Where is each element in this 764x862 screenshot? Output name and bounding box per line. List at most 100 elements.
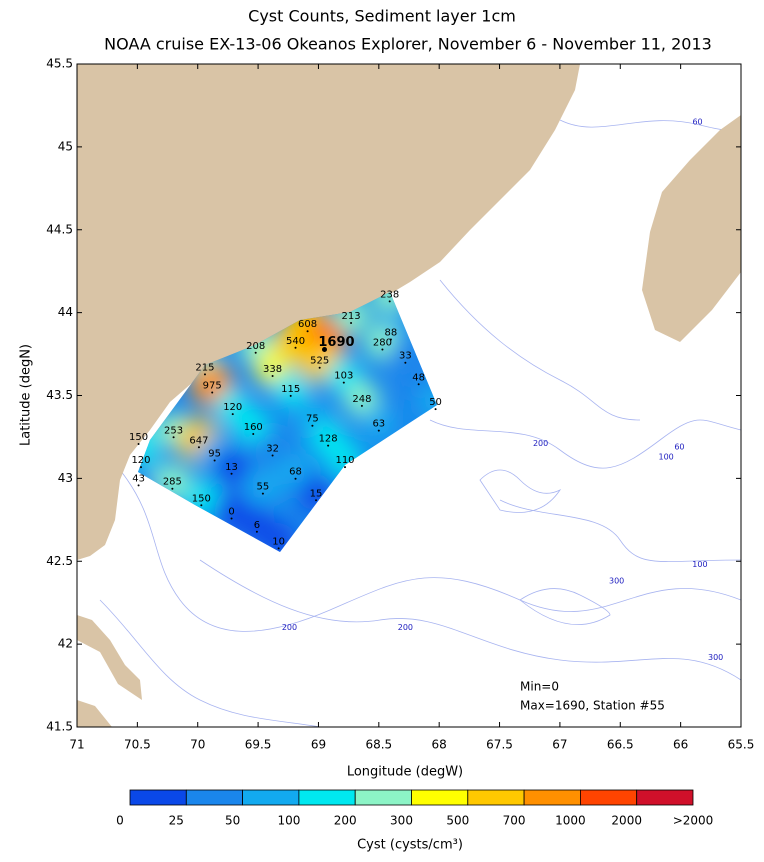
station-label: 120 [131,455,150,466]
x-tick-label: 66 [673,738,688,752]
station-label: 115 [281,384,300,395]
colorbar-tick-label: 200 [334,814,357,828]
station-marker [377,429,380,432]
station-marker [311,424,314,427]
colorbar-swatch [411,789,469,806]
station-label: 338 [263,364,282,375]
y-axis-label: Latitude (degN) [19,344,34,446]
x-tick-label: 69 [311,738,326,752]
station-marker [261,492,264,495]
station-marker [230,517,233,520]
min-text: Min=0 [520,680,559,694]
y-tick-label: 42 [58,637,73,651]
station-label: 43 [132,473,145,484]
station-label: 238 [380,289,399,300]
max-text: Max=1690, Station #55 [520,699,665,713]
station-marker [350,321,353,324]
colorbar-over-label: >2000 [673,814,714,828]
station-label: 68 [289,467,302,478]
station-marker [255,530,258,533]
colorbar-tick-label: 500 [446,814,469,828]
station-marker [315,499,318,502]
station-marker [137,484,140,487]
station-label: 215 [195,362,214,373]
station-label: 103 [334,371,353,382]
colorbar-swatch [580,789,638,806]
station-marker [360,404,363,407]
station-marker [344,466,347,469]
x-axis-label: Longitude (degW) [347,765,463,780]
y-tick-label: 43.5 [46,388,73,402]
station-marker [231,413,234,416]
station-label: 1690 [318,335,354,350]
station-label: 110 [335,455,354,466]
station-label: 13 [225,462,238,473]
station-label: 150 [192,493,211,504]
colorbar-swatch [185,789,244,806]
station-marker [389,338,392,341]
colorbar-swatch [636,789,694,806]
station-marker [417,383,420,386]
cyst-patch [417,384,437,421]
station-label: 128 [319,434,338,445]
colorbar-label: Cyst (cysts/cm³) [357,838,463,853]
station-label: 213 [342,311,361,322]
x-tick-label: 71 [69,738,84,752]
y-tick-label: 45.5 [46,57,73,71]
station-marker [404,361,407,364]
station-label: 208 [246,341,265,352]
depth-label: 300 [708,653,723,662]
station-marker [327,444,330,447]
cyst-patch [244,468,281,505]
station-label: 50 [429,397,442,408]
colorbar-tick-label: 1000 [555,814,586,828]
colorbar-swatch [129,789,187,806]
colorbar-swatch [242,789,300,806]
depth-label: 300 [609,577,624,586]
station-marker [252,432,255,435]
title: Cyst Counts, Sediment layer 1cm [248,7,516,26]
x-tick-label: 67 [552,738,567,752]
station-label: 285 [163,477,182,488]
station-marker [213,459,216,462]
y-tick-label: 45 [58,139,73,153]
station-label: 120 [223,402,242,413]
station-marker [171,487,174,490]
colorbar-tick-label: 25 [169,814,184,828]
basemap [77,64,741,727]
station-label: 6 [254,520,260,531]
y-tick-label: 44 [58,305,73,319]
station-label: 95 [208,449,221,460]
station-label: 0 [228,507,234,518]
x-tick-label: 70.5 [124,738,151,752]
subtitle: NOAA cruise EX-13-06 Okeanos Explorer, N… [104,35,712,54]
station-marker [139,466,142,469]
station-label: 280 [373,337,392,348]
x-tick-label: 66.5 [607,738,634,752]
depth-label: 60 [692,118,702,127]
station-marker [203,373,206,376]
station-label: 608 [298,319,317,330]
depth-label: 200 [398,623,413,632]
station-label: 63 [372,419,385,430]
station-label: 75 [306,414,319,425]
station-label: 248 [352,394,371,405]
station-label: 48 [412,372,425,383]
colorbar-tick-label: 300 [390,814,413,828]
colorbar-swatch [523,789,581,806]
depth-label: 200 [533,439,548,448]
station-label: 55 [257,482,270,493]
y-tick-label: 41.5 [46,720,73,734]
station-marker [388,300,391,303]
depth-label: 200 [282,623,297,632]
x-tick-label: 65.5 [728,738,755,752]
station-marker [271,454,274,457]
station-label: 540 [286,336,305,347]
cyst-patch [254,430,291,467]
station-label: 253 [164,425,183,436]
station-marker [230,472,233,475]
station-marker [197,446,200,449]
colorbar-tick-label: 100 [277,814,300,828]
station-marker [306,330,309,333]
